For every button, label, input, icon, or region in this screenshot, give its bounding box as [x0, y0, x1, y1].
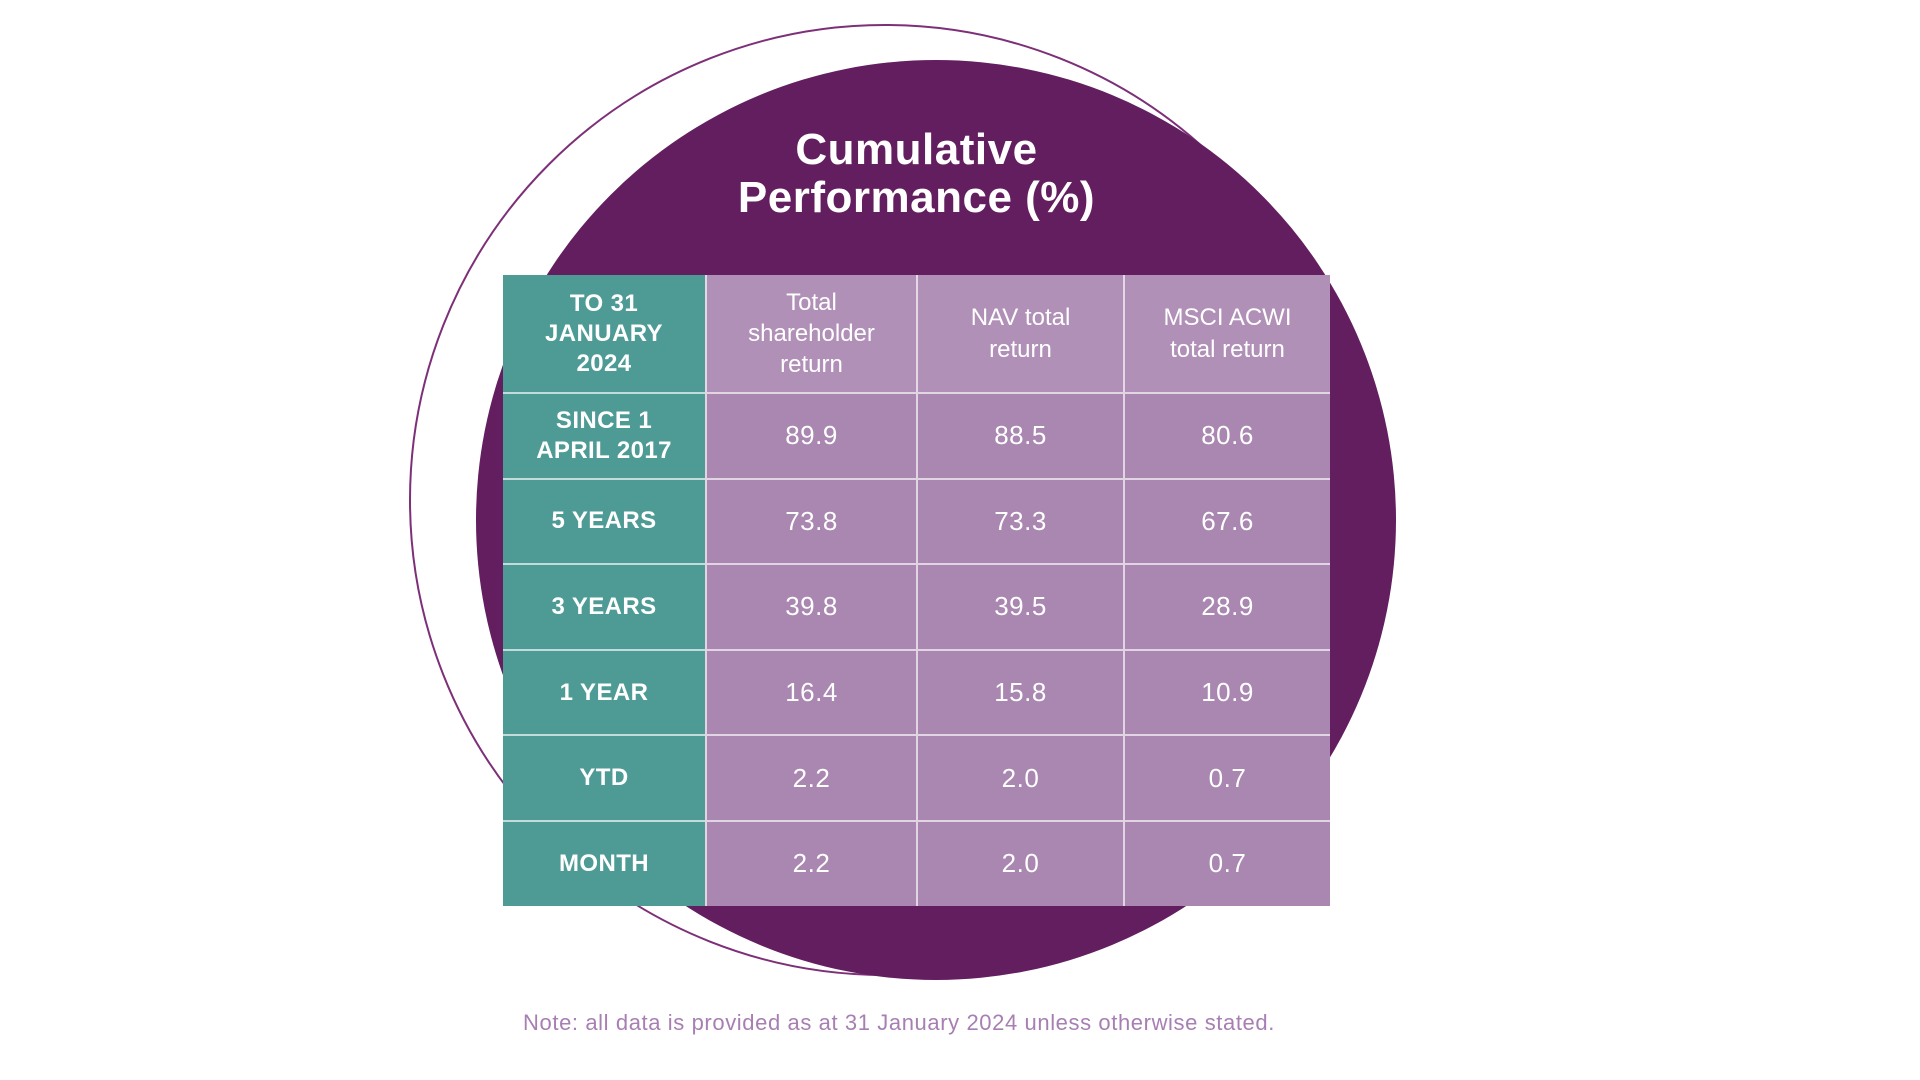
row-header-cell: 1 YEAR: [503, 648, 705, 735]
row-header-cell: YTD: [503, 734, 705, 820]
value-cell: 2.0: [916, 734, 1123, 820]
column-header-cell: Total shareholder return: [705, 275, 916, 392]
value-cell: 0.7: [1123, 819, 1330, 906]
value-cell: 2.0: [916, 819, 1123, 906]
row-header-cell: 5 YEARS: [503, 477, 705, 564]
value-cell: 88.5: [916, 392, 1123, 478]
value-cell: 67.6: [1123, 477, 1330, 564]
row-header-cell: MONTH: [503, 819, 705, 906]
column-header-cell: MSCI ACWI total return: [1123, 275, 1330, 392]
value-cell: 28.9: [1123, 563, 1330, 649]
chart-title-line1: Cumulative: [795, 125, 1038, 174]
row-header-cell: 3 YEARS: [503, 563, 705, 649]
value-cell: 10.9: [1123, 648, 1330, 735]
column-header-cell: NAV total return: [916, 275, 1123, 392]
chart-title-line2: Performance (%): [737, 173, 1096, 223]
value-cell: 80.6: [1123, 392, 1330, 478]
value-cell: 16.4: [705, 648, 916, 735]
value-cell: 39.8: [705, 563, 916, 649]
value-cell: 15.8: [916, 648, 1123, 735]
value-cell: 2.2: [705, 734, 916, 820]
value-cell: 2.2: [705, 819, 916, 906]
value-cell: 0.7: [1123, 734, 1330, 820]
value-cell: 39.5: [916, 563, 1123, 649]
row-header-cell: SINCE 1 APRIL 2017: [503, 392, 705, 478]
value-cell: 73.3: [916, 477, 1123, 564]
corner-header-cell: TO 31 JANUARY 2024: [503, 275, 705, 392]
value-cell: 89.9: [705, 392, 916, 478]
footnote: Note: all data is provided as at 31 Janu…: [523, 1010, 1275, 1035]
value-cell: 73.8: [705, 477, 916, 564]
chart-title: Cumulative Performance (%): [503, 125, 1330, 223]
performance-table: TO 31 JANUARY 2024 Total shareholder ret…: [503, 275, 1330, 906]
